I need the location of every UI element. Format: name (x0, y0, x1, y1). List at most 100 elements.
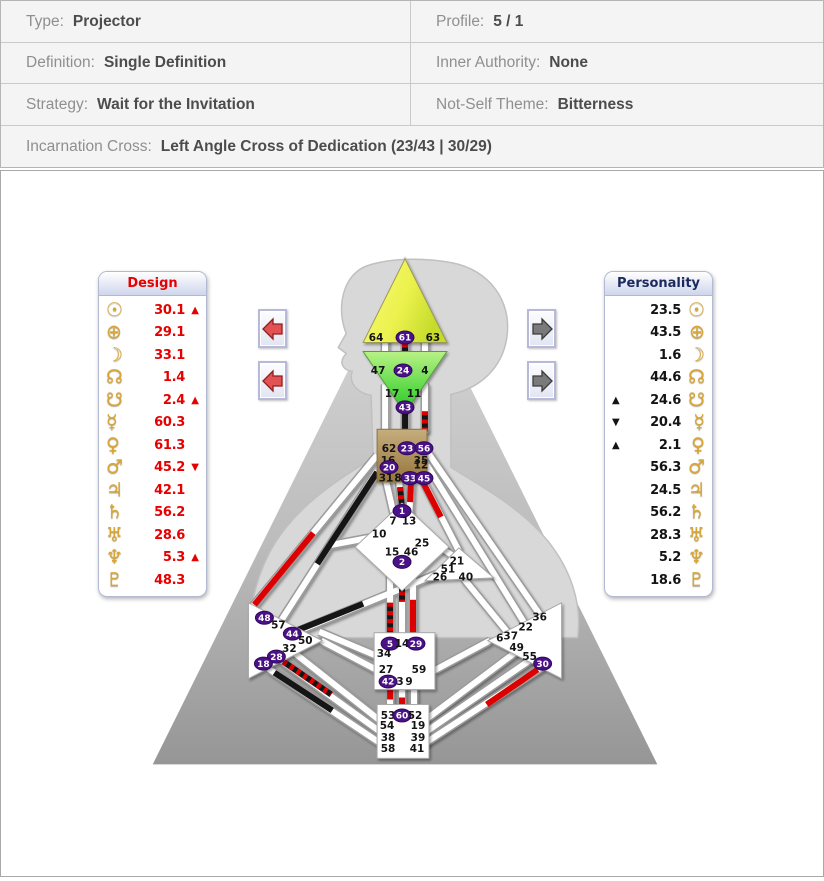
design-panel: Design ☉ 30.1 ▲ ⊕ 29.1 ☽ 33.1 ☊ 1.4 ☋ 2.4 ▲ ☿ 60.3 ♀ 61… (98, 271, 207, 597)
gate-28-defined: 28 (266, 649, 286, 664)
type-value: Projector (72, 12, 141, 30)
uranus-gate-line-value: 28.3 (650, 527, 681, 543)
gate-41: 41 (410, 743, 425, 755)
gate18-black (272, 670, 334, 713)
svg-text:45: 45 (418, 474, 430, 484)
gate-25: 25 (415, 538, 430, 550)
planet-row-mars: 56.3 ♂ (605, 457, 712, 480)
venus-gate-line-value: 2.1 (658, 437, 681, 453)
g-center (354, 502, 450, 592)
fixing-down-arrow: ▼ (612, 417, 620, 429)
svg-text:41: 41 (410, 743, 425, 755)
mercury-gate-line-value: 60.3 (154, 415, 185, 431)
gate-14: 14 (395, 638, 410, 650)
svg-text:61: 61 (399, 334, 411, 344)
personality-planet-rows: 23.5 ☉ 43.5 ⊕ 1.6 ☽ 44.6 ☊ ▲ 24.6 ☋ ▼ 20.4 ☿ ▲ 2.1 ♀ 56.3… (605, 296, 712, 596)
svg-text:23: 23 (401, 444, 413, 454)
gate-27: 27 (379, 664, 394, 676)
svg-text:50: 50 (298, 635, 313, 647)
gate-4: 4 (421, 365, 428, 377)
fixing-down-arrow: ▼ (191, 462, 199, 474)
venus-icon: ♀ (106, 433, 120, 456)
svg-text:7: 7 (389, 516, 396, 528)
gate-10: 10 (372, 529, 387, 541)
svg-text:20: 20 (383, 463, 395, 473)
gate-39: 39 (411, 732, 426, 744)
svg-text:34: 34 (377, 648, 392, 660)
svg-text:8: 8 (394, 473, 401, 485)
svg-text:17: 17 (385, 388, 400, 400)
gate-20-defined: 20 (379, 460, 399, 475)
left-arrow-icon (261, 368, 283, 393)
sun-icon: ☉ (106, 298, 124, 321)
gate-63: 63 (426, 332, 441, 344)
planet-row-neptune: ♆ 5.3 ▲ (99, 547, 206, 570)
jupiter-icon: ♃ (687, 478, 705, 501)
mars-icon: ♂ (687, 456, 705, 479)
svg-text:63: 63 (426, 332, 441, 344)
planet-row-venus: ▲ 2.1 ♀ (605, 434, 712, 457)
planet-row-north-node: ☊ 1.4 (99, 367, 206, 390)
gate45-red (420, 480, 444, 519)
chart-summary-table: Type: Projector Profile: 5 / 1 Definitio… (0, 0, 824, 168)
planet-row-south-node: ☋ 2.4 ▲ (99, 389, 206, 412)
neptune-icon: ♆ (687, 546, 705, 569)
gate-26: 26 (433, 571, 448, 583)
gate-29-defined: 29 (406, 636, 426, 651)
planet-row-south-node: ▲ 24.6 ☋ (605, 389, 712, 412)
bodygraph-panel: 6461634724417114362235616352012318334517… (0, 170, 824, 877)
gate-38: 38 (381, 732, 396, 744)
profile-value: 5 / 1 (493, 12, 524, 30)
planet-row-pluto: 18.6 ♇ (605, 569, 712, 592)
venus-icon: ♀ (691, 433, 705, 456)
planet-row-sun: ☉ 30.1 ▲ (99, 299, 206, 322)
svg-text:42: 42 (382, 678, 394, 688)
svg-text:38: 38 (381, 732, 396, 744)
design-next-button[interactable] (258, 361, 287, 400)
gate-22: 22 (518, 621, 533, 633)
planet-row-jupiter: ♃ 42.1 (99, 479, 206, 502)
gate-62: 62 (382, 443, 397, 455)
gate28-striped (281, 659, 333, 697)
sun-gate-line-value: 30.1 (154, 302, 185, 318)
not-self-theme-label: Not-Self Theme: (436, 95, 549, 113)
gate30-red (485, 667, 540, 707)
personality-prev-button[interactable] (527, 309, 556, 348)
planet-row-neptune: 5.2 ♆ (605, 547, 712, 570)
planet-row-mars: ♂ 45.2 ▼ (99, 457, 206, 480)
right-arrow-icon (531, 368, 553, 393)
gate-51: 51 (441, 563, 456, 575)
jupiter-gate-line-value: 42.1 (154, 482, 185, 498)
right-arrow-icon (531, 316, 553, 341)
svg-text:27: 27 (379, 664, 394, 676)
planet-row-jupiter: 24.5 ♃ (605, 479, 712, 502)
gate-33-defined: 33 (400, 471, 420, 486)
design-prev-button[interactable] (258, 309, 287, 348)
earth-icon: ⊕ (689, 321, 705, 344)
incarnation-cross-value: Left Angle Cross of Dedication (23/43 | … (160, 137, 492, 155)
personality-next-button[interactable] (527, 361, 556, 400)
saturn-icon: ♄ (106, 501, 124, 524)
svg-text:25: 25 (415, 538, 430, 550)
planet-row-sun: 23.5 ☉ (605, 299, 712, 322)
svg-text:5: 5 (387, 640, 393, 650)
strategy-label: Strategy: (26, 95, 89, 113)
gate-45-defined: 45 (414, 471, 434, 486)
design-panel-title: Design (99, 272, 206, 296)
gate-1-defined: 1 (392, 504, 412, 519)
svg-text:43: 43 (399, 404, 411, 414)
planet-row-mercury: ▼ 20.4 ☿ (605, 412, 712, 435)
svg-text:57: 57 (271, 619, 286, 631)
uranus-gate-line-value: 28.6 (154, 527, 185, 543)
gate-19: 19 (411, 720, 426, 732)
gate-15: 15 (385, 547, 400, 559)
svg-text:39: 39 (411, 732, 426, 744)
gate-43-defined: 43 (395, 400, 415, 415)
inner-authority-value: None (549, 54, 589, 71)
gate-31: 31 (379, 473, 394, 485)
gate-52: 52 (408, 710, 423, 722)
definition-cell: Definition: Single Definition (1, 43, 411, 84)
svg-text:4: 4 (421, 365, 428, 377)
gate-9: 9 (405, 676, 412, 688)
